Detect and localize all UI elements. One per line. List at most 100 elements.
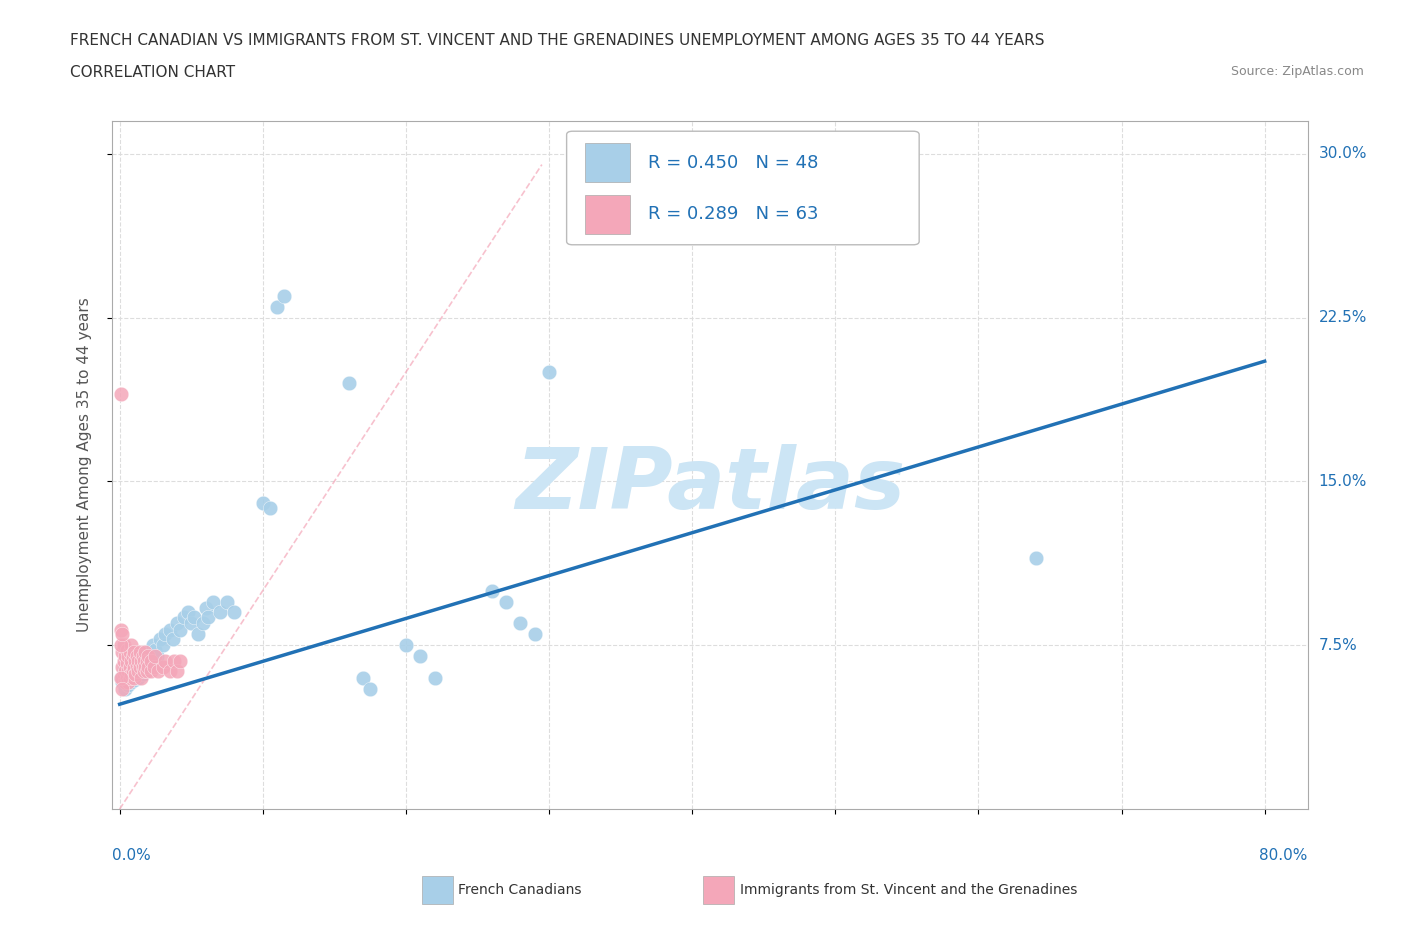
- Point: [111, 627, 134, 642]
- Point: [136, 644, 159, 659]
- Point: [121, 649, 143, 664]
- Point: [142, 638, 165, 653]
- Point: [118, 666, 141, 681]
- Point: [117, 649, 139, 664]
- Point: [337, 376, 360, 391]
- Point: [121, 664, 143, 679]
- Point: [111, 675, 134, 690]
- Point: [129, 653, 152, 668]
- Point: [208, 605, 231, 620]
- Point: [177, 605, 200, 620]
- Point: [110, 671, 132, 685]
- Point: [152, 659, 174, 674]
- Point: [155, 627, 177, 642]
- Point: [122, 659, 145, 674]
- Point: [495, 594, 517, 609]
- Point: [111, 644, 134, 659]
- Point: [112, 653, 135, 668]
- Point: [125, 659, 148, 674]
- Point: [117, 677, 139, 692]
- Point: [111, 671, 134, 685]
- Point: [118, 644, 141, 659]
- FancyBboxPatch shape: [567, 131, 920, 245]
- Text: R = 0.450   N = 48: R = 0.450 N = 48: [648, 153, 818, 171]
- Text: Source: ZipAtlas.com: Source: ZipAtlas.com: [1230, 65, 1364, 78]
- Point: [122, 644, 145, 659]
- Point: [145, 643, 167, 658]
- Point: [155, 653, 177, 668]
- Point: [128, 659, 150, 674]
- Text: CORRELATION CHART: CORRELATION CHART: [70, 65, 235, 80]
- Point: [194, 601, 217, 616]
- Point: [129, 656, 152, 671]
- Point: [139, 664, 162, 679]
- Point: [139, 653, 162, 668]
- Point: [124, 666, 146, 681]
- Text: R = 0.289   N = 63: R = 0.289 N = 63: [648, 206, 818, 223]
- Text: FRENCH CANADIAN VS IMMIGRANTS FROM ST. VINCENT AND THE GRENADINES UNEMPLOYMENT A: FRENCH CANADIAN VS IMMIGRANTS FROM ST. V…: [70, 33, 1045, 47]
- Point: [201, 594, 224, 609]
- Point: [122, 672, 145, 687]
- Point: [127, 664, 149, 679]
- Point: [118, 659, 141, 674]
- Point: [117, 664, 139, 679]
- Point: [152, 638, 174, 653]
- Point: [136, 649, 159, 664]
- Point: [114, 649, 136, 664]
- Point: [125, 658, 148, 672]
- Point: [273, 288, 295, 303]
- Point: [120, 675, 142, 690]
- FancyBboxPatch shape: [585, 142, 630, 182]
- Point: [115, 656, 138, 671]
- Point: [131, 659, 153, 674]
- Point: [162, 631, 184, 646]
- Point: [252, 496, 274, 511]
- Point: [169, 653, 191, 668]
- Text: 30.0%: 30.0%: [1319, 146, 1367, 161]
- Point: [169, 622, 191, 637]
- Text: 80.0%: 80.0%: [1260, 848, 1308, 863]
- Point: [110, 387, 132, 402]
- Point: [173, 609, 195, 624]
- Point: [352, 671, 374, 685]
- Point: [537, 365, 560, 379]
- Point: [183, 609, 205, 624]
- Text: 7.5%: 7.5%: [1319, 638, 1357, 653]
- Point: [127, 653, 149, 668]
- Point: [111, 659, 134, 674]
- Point: [111, 682, 134, 697]
- Point: [135, 653, 157, 668]
- Point: [395, 638, 418, 653]
- Point: [148, 664, 170, 679]
- Point: [118, 671, 141, 685]
- Point: [115, 671, 138, 685]
- Point: [409, 649, 432, 664]
- Point: [112, 664, 135, 679]
- Point: [159, 622, 181, 637]
- Point: [166, 664, 188, 679]
- Text: Immigrants from St. Vincent and the Grenadines: Immigrants from St. Vincent and the Gren…: [740, 883, 1077, 897]
- Y-axis label: Unemployment Among Ages 35 to 44 years: Unemployment Among Ages 35 to 44 years: [77, 298, 91, 632]
- Point: [134, 649, 156, 664]
- Point: [121, 662, 143, 677]
- Point: [112, 638, 135, 653]
- Text: 15.0%: 15.0%: [1319, 474, 1367, 489]
- Point: [128, 644, 150, 659]
- Point: [114, 682, 136, 697]
- Point: [224, 605, 246, 620]
- Text: ZIPatlas: ZIPatlas: [515, 445, 905, 527]
- Point: [523, 627, 546, 642]
- Point: [110, 671, 132, 685]
- Point: [163, 653, 186, 668]
- Point: [117, 675, 139, 690]
- Point: [114, 664, 136, 679]
- Point: [115, 643, 138, 658]
- Text: 22.5%: 22.5%: [1319, 310, 1367, 325]
- Point: [159, 664, 181, 679]
- Point: [122, 671, 145, 685]
- Point: [124, 669, 146, 684]
- Text: French Canadians: French Canadians: [458, 883, 582, 897]
- Point: [115, 671, 138, 685]
- Point: [131, 649, 153, 664]
- Point: [423, 671, 446, 685]
